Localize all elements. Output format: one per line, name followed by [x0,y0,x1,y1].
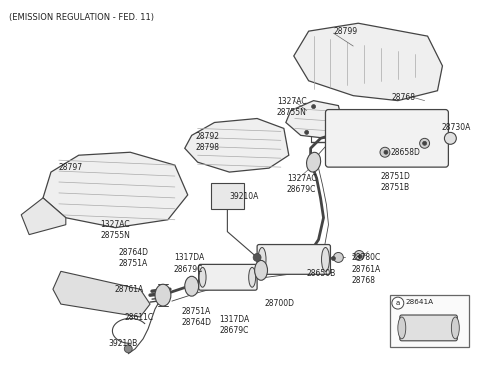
Circle shape [392,297,404,309]
Text: 28658D: 28658D [391,148,421,157]
Ellipse shape [185,276,199,296]
Circle shape [334,252,343,262]
Polygon shape [43,152,188,228]
Text: 28797: 28797 [59,163,83,172]
Text: 28641A: 28641A [406,299,434,305]
Text: 28751D
28751B: 28751D 28751B [380,172,410,192]
Text: 28764D
28751A: 28764D 28751A [119,248,148,268]
Circle shape [380,147,390,157]
Ellipse shape [451,317,459,339]
Text: 28792
28798: 28792 28798 [196,132,220,152]
Text: 28751A
28764D: 28751A 28764D [182,307,212,327]
FancyBboxPatch shape [199,264,257,290]
Text: 28780C
28761A
28768: 28780C 28761A 28768 [351,254,381,285]
FancyBboxPatch shape [211,183,244,209]
FancyBboxPatch shape [400,315,457,341]
Ellipse shape [398,317,406,339]
Circle shape [358,254,362,258]
Ellipse shape [254,261,267,280]
Polygon shape [286,100,343,138]
Text: 28730A: 28730A [442,123,471,132]
FancyBboxPatch shape [390,295,469,347]
Ellipse shape [199,268,206,287]
Text: 1327AC
28755N: 1327AC 28755N [100,220,131,240]
Polygon shape [185,118,289,172]
Text: 1327AC
28755N: 1327AC 28755N [277,97,307,117]
Text: 28761A: 28761A [114,285,144,294]
Text: 1327AC
28679C: 1327AC 28679C [287,174,316,194]
Circle shape [422,141,427,145]
Text: 28768: 28768 [392,93,416,102]
FancyBboxPatch shape [325,110,448,167]
Circle shape [420,138,430,148]
Text: 1317DA
28679C: 1317DA 28679C [219,315,250,335]
Polygon shape [21,198,66,235]
Text: 28650B: 28650B [307,269,336,278]
Circle shape [331,256,336,261]
Ellipse shape [307,152,321,172]
Circle shape [354,251,364,261]
Text: 28799: 28799 [334,27,358,36]
Circle shape [444,132,456,144]
Text: 39210A: 39210A [229,192,259,201]
FancyBboxPatch shape [257,245,330,274]
Ellipse shape [258,248,266,271]
Ellipse shape [249,268,256,287]
Circle shape [124,345,132,353]
Circle shape [312,105,315,109]
Circle shape [384,150,388,154]
Text: 39210B: 39210B [108,339,138,348]
Text: a: a [396,300,400,306]
Polygon shape [53,271,150,317]
Ellipse shape [155,284,171,306]
Circle shape [305,130,309,134]
Text: 28611C: 28611C [124,313,154,322]
Circle shape [253,254,261,261]
Text: 28700D: 28700D [264,299,294,308]
Text: (EMISSION REGULATION - FED. 11): (EMISSION REGULATION - FED. 11) [9,13,154,22]
Polygon shape [294,23,443,100]
Text: 1317DA
28679C: 1317DA 28679C [174,254,204,273]
Ellipse shape [322,248,329,271]
